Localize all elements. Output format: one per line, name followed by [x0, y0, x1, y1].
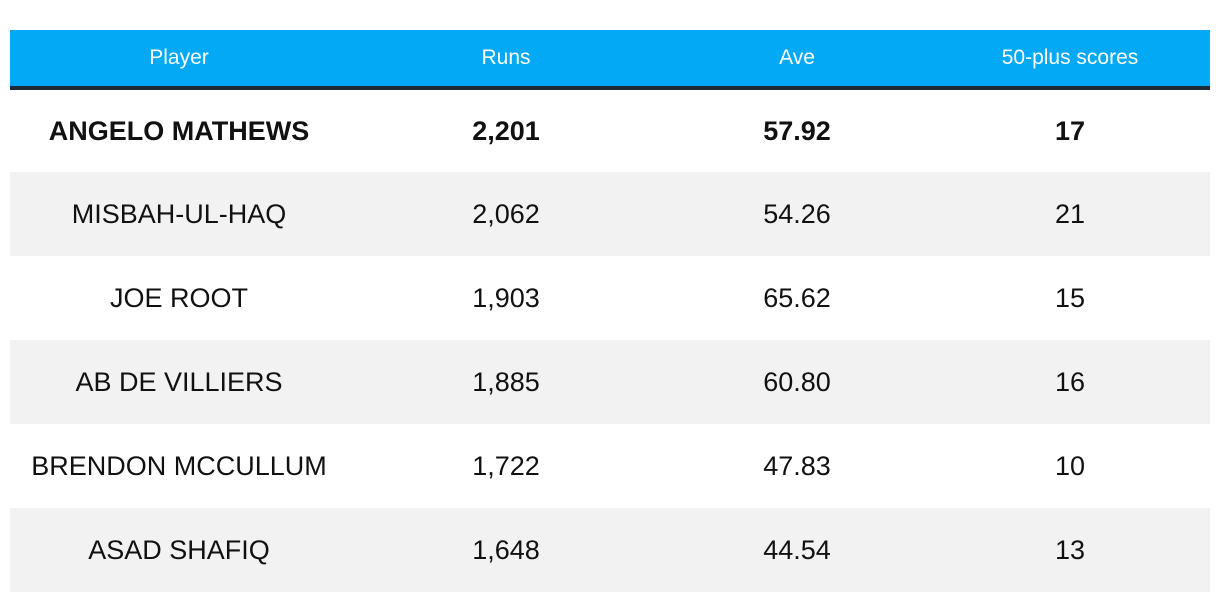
cell-player: AB DE VILLIERS — [75, 366, 283, 397]
cell-ave: 54.26 — [763, 198, 831, 229]
cell-player: ANGELO MATHEWS — [48, 115, 310, 146]
table-row: MISBAH-UL-HAQ 2,062 54.26 21 — [10, 172, 1210, 256]
cell-ave: 65.62 — [763, 282, 831, 313]
cell-ave: 44.54 — [763, 534, 831, 565]
cell-fifty-plus: 16 — [1054, 366, 1086, 397]
table-row: BRENDON MCCULLUM 1,722 47.83 10 — [10, 424, 1210, 508]
cell-fifty-plus: 21 — [1054, 198, 1086, 229]
cell-fifty-plus: 10 — [1054, 450, 1086, 481]
header-player[interactable]: Player — [10, 30, 348, 90]
table-row: ASAD SHAFIQ 1,648 44.54 13 — [10, 508, 1210, 592]
cell-ave: 60.80 — [763, 366, 831, 397]
table-body: ANGELO MATHEWS 2,201 57.92 17 MISBAH-UL-… — [10, 88, 1210, 592]
cell-fifty-plus: 17 — [1054, 115, 1086, 146]
cell-runs: 1,648 — [472, 534, 540, 565]
cell-player: ASAD SHAFIQ — [88, 534, 270, 565]
header-runs[interactable]: Runs — [348, 30, 664, 90]
table-row: AB DE VILLIERS 1,885 60.80 16 — [10, 340, 1210, 424]
table-header: Player Runs Ave 50-plus scores — [10, 30, 1210, 90]
header-fifty-plus[interactable]: 50-plus scores — [930, 30, 1210, 90]
cell-player: MISBAH-UL-HAQ — [71, 198, 287, 229]
header-ave[interactable]: Ave — [664, 30, 930, 90]
cell-ave: 47.83 — [763, 450, 831, 481]
cell-runs: 2,062 — [472, 198, 540, 229]
cell-player: BRENDON MCCULLUM — [31, 450, 327, 481]
cell-fifty-plus: 15 — [1054, 282, 1086, 313]
cell-runs: 1,885 — [472, 366, 540, 397]
cell-runs: 2,201 — [472, 115, 540, 146]
table-row: ANGELO MATHEWS 2,201 57.92 17 — [10, 88, 1210, 172]
cell-runs: 1,722 — [472, 450, 540, 481]
cell-player: JOE ROOT — [109, 282, 248, 313]
header-row: Player Runs Ave 50-plus scores — [10, 30, 1210, 90]
stats-table-container: Player Runs Ave 50-plus scores ANGELO MA… — [10, 30, 1210, 592]
table-row: JOE ROOT 1,903 65.62 15 — [10, 256, 1210, 340]
cell-runs: 1,903 — [472, 282, 540, 313]
cell-fifty-plus: 13 — [1054, 534, 1086, 565]
stats-table: Player Runs Ave 50-plus scores ANGELO MA… — [10, 30, 1210, 592]
cell-ave: 57.92 — [763, 115, 831, 146]
